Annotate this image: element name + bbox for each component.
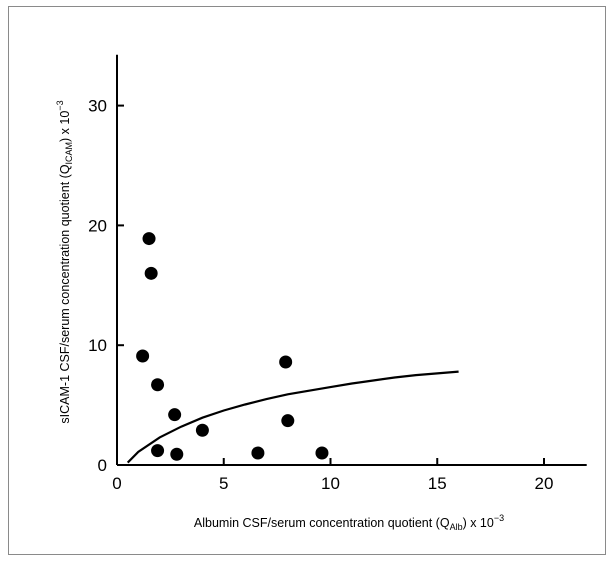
x-tick-label: 20 [535,474,554,493]
x-tick-label: 15 [428,474,447,493]
data-point [195,423,209,437]
data-point [251,446,265,460]
x-tick-label: 5 [219,474,228,493]
y-tick-label: 20 [88,216,107,235]
data-points [136,232,329,461]
data-point [144,266,158,280]
fit-curve [126,370,459,464]
figure-frame [8,6,606,555]
x-tick-label: 0 [112,474,121,493]
y-ticks: 0 10 20 30 [88,97,124,475]
data-point [315,446,329,460]
x-tick-label: 10 [321,474,340,493]
y-tick-label: 30 [88,97,107,116]
x-ticks: 0 5 10 15 20 [112,458,553,493]
data-point [170,447,184,461]
data-point [151,444,165,458]
data-point [142,232,156,246]
data-point [281,414,295,428]
data-point [279,355,293,369]
data-point [136,349,150,363]
y-axis-title: sICAM-1 CSF/serum concentration quotient… [55,100,74,423]
x-axis-title: Albumin CSF/serum concentration quotient… [194,513,504,532]
y-tick-label: 10 [88,336,107,355]
y-tick-label: 0 [98,456,107,475]
data-point [168,408,182,422]
axes [116,54,587,466]
data-point [151,378,165,392]
